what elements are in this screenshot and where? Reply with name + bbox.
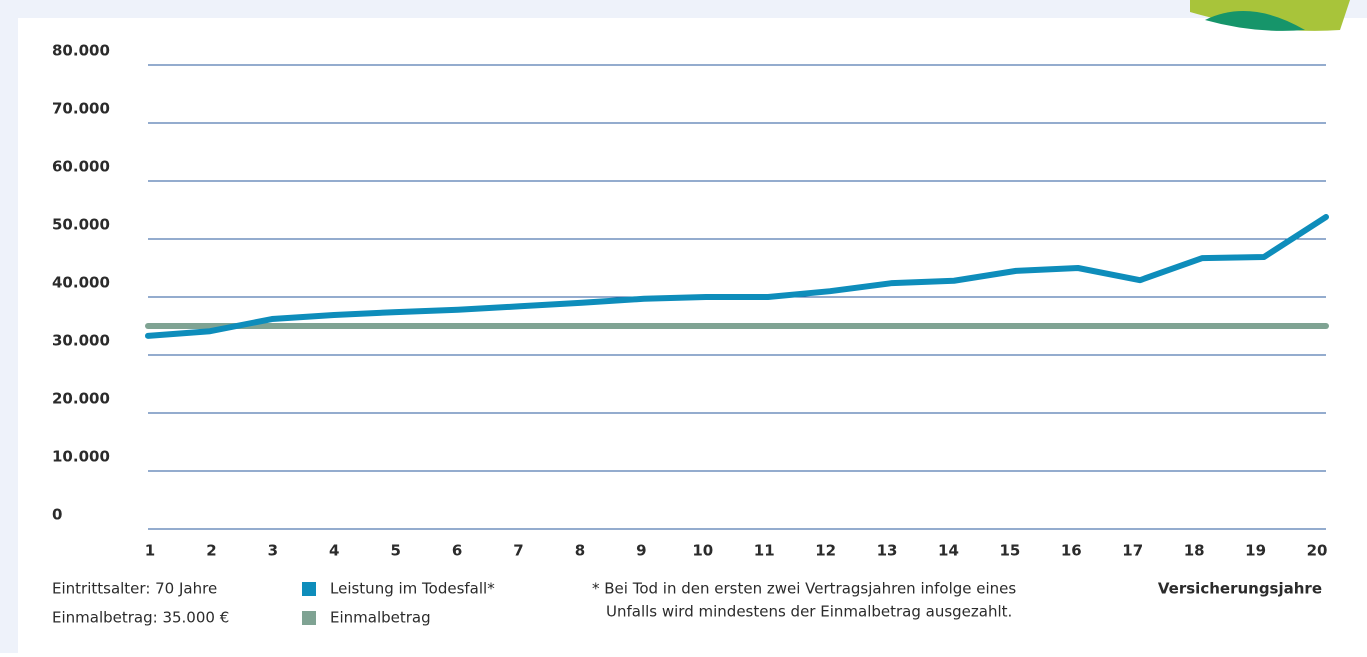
x-tick-label: 1 [145, 542, 155, 560]
note: Eintrittsalter: 70 Jahre [52, 580, 217, 598]
data-line [145, 213, 1329, 339]
x-tick-label: 8 [575, 542, 585, 560]
x-tick-label: 14 [938, 542, 959, 560]
legend-swatch [302, 611, 316, 625]
x-tick-label: 3 [268, 542, 278, 560]
leaf-decoration [1205, 11, 1305, 31]
y-tick-label: 80.000 [52, 42, 110, 60]
x-tick-label: 7 [513, 542, 523, 560]
x-tick-label: 5 [390, 542, 400, 560]
footnote: * Bei Tod in den ersten zwei Vertragsjah… [592, 580, 1016, 598]
y-tick-label: 40.000 [52, 274, 110, 292]
x-tick-label: 13 [877, 542, 898, 560]
x-tick-label: 18 [1184, 542, 1205, 560]
y-tick-label: 20.000 [52, 390, 110, 408]
x-tick-label: 6 [452, 542, 462, 560]
x-tick-label: 10 [692, 542, 713, 560]
x-tick-label: 17 [1122, 542, 1143, 560]
y-tick-label: 30.000 [52, 332, 110, 350]
legend-swatch [302, 582, 316, 596]
legend-label: Einmalbetrag [330, 609, 431, 627]
left-band [0, 0, 18, 653]
y-tick-label: 70.000 [52, 100, 110, 118]
x-tick-label: 20 [1307, 542, 1328, 560]
y-tick-label: 0 [52, 506, 62, 524]
x-tick-label: 4 [329, 542, 339, 560]
y-tick-label: 10.000 [52, 448, 110, 466]
top-band [0, 0, 1367, 18]
x-tick-label: 9 [636, 542, 646, 560]
x-tick-label: 2 [206, 542, 216, 560]
x-axis-label: Versicherungsjahre [1158, 580, 1322, 598]
footnote: Unfalls wird mindestens der Einmalbetrag… [606, 603, 1012, 621]
legend-label: Leistung im Todesfall* [330, 580, 495, 598]
x-tick-label: 19 [1245, 542, 1266, 560]
x-tick-label: 12 [815, 542, 836, 560]
x-tick-label: 11 [754, 542, 775, 560]
x-tick-label: 16 [1061, 542, 1082, 560]
x-tick-label: 15 [999, 542, 1020, 560]
note: Einmalbetrag: 35.000 € [52, 609, 229, 627]
y-tick-label: 50.000 [52, 216, 110, 234]
y-tick-label: 60.000 [52, 158, 110, 176]
